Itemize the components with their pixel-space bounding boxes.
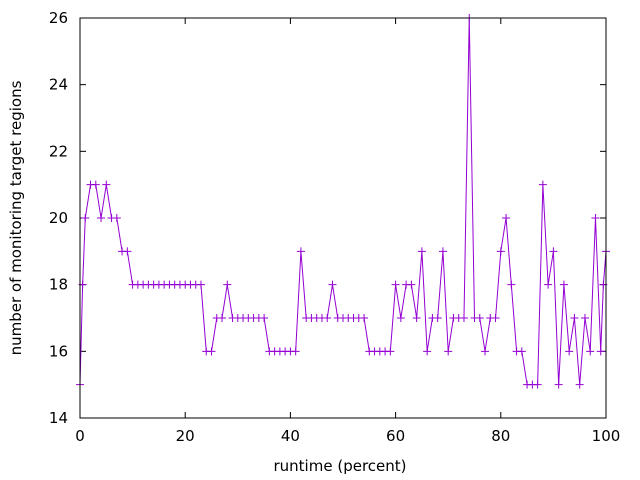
x-axis-label: runtime (percent) bbox=[274, 457, 407, 475]
data-point-marker bbox=[391, 280, 400, 289]
data-point-marker bbox=[533, 380, 542, 389]
data-point-marker bbox=[396, 314, 405, 322]
data-point-marker bbox=[112, 214, 121, 222]
data-point-marker bbox=[97, 214, 106, 222]
data-point-marker bbox=[407, 280, 416, 289]
data-point-marker bbox=[91, 180, 100, 189]
data-point-marker bbox=[102, 180, 111, 189]
plot-frame bbox=[79, 17, 607, 419]
data-point-marker bbox=[433, 314, 442, 322]
data-point-marker bbox=[538, 180, 547, 189]
data-point-marker bbox=[223, 280, 232, 289]
data-point-marker bbox=[207, 347, 216, 356]
x-tick-label: 80 bbox=[491, 427, 510, 445]
y-tick-label: 18 bbox=[49, 276, 68, 294]
x-tick-label: 40 bbox=[281, 427, 300, 445]
data-point-marker bbox=[438, 247, 447, 256]
data-point-marker bbox=[554, 380, 563, 389]
data-point-marker bbox=[491, 314, 500, 322]
y-tick-label: 16 bbox=[49, 342, 68, 360]
data-point-marker bbox=[423, 347, 432, 356]
data-point-marker bbox=[596, 347, 605, 356]
data-point-marker bbox=[544, 280, 553, 289]
y-tick-label: 14 bbox=[49, 409, 68, 427]
data-point-marker bbox=[570, 314, 579, 322]
data-point-marker bbox=[575, 380, 584, 389]
data-point-marker bbox=[323, 314, 332, 322]
data-point-marker bbox=[517, 347, 526, 356]
data-point-marker bbox=[591, 214, 600, 222]
tick-labels: 0 20 40 60 80 100 14 16 18 20 22 24 26 bbox=[49, 9, 620, 445]
data-point-marker bbox=[328, 280, 337, 289]
x-tick-label: 20 bbox=[176, 427, 195, 445]
data-point-marker bbox=[412, 314, 421, 322]
y-tick-label: 26 bbox=[49, 9, 68, 27]
data-point-marker bbox=[496, 247, 505, 256]
y-tick-label: 22 bbox=[49, 142, 68, 160]
data-point-marker bbox=[291, 347, 300, 356]
x-tick-label: 0 bbox=[75, 427, 85, 445]
data-point-marker bbox=[417, 247, 426, 256]
data-point-marker bbox=[580, 314, 589, 322]
data-point-marker bbox=[459, 314, 468, 322]
y-tick-label: 24 bbox=[49, 76, 68, 94]
data-point-marker bbox=[565, 347, 574, 356]
data-point-marker bbox=[549, 247, 558, 256]
data-point-marker bbox=[260, 314, 269, 322]
data-point-marker bbox=[196, 280, 205, 289]
x-tick-label: 100 bbox=[592, 427, 621, 445]
y-axis-label: number of monitoring target regions bbox=[7, 80, 25, 355]
data-point-marker bbox=[360, 314, 369, 322]
data-point-marker bbox=[475, 314, 484, 322]
data-point-marker bbox=[507, 280, 516, 289]
data-point-marker bbox=[81, 214, 90, 222]
data-point-marker bbox=[123, 247, 132, 256]
data-point-marker bbox=[444, 347, 453, 356]
data-point-marker bbox=[586, 347, 595, 356]
data-point-marker bbox=[481, 347, 490, 356]
y-tick-label: 20 bbox=[49, 209, 68, 227]
data-point-marker bbox=[218, 314, 227, 322]
data-point-marker bbox=[559, 280, 568, 289]
data-point-marker bbox=[502, 214, 511, 222]
x-tick-label: 60 bbox=[386, 427, 405, 445]
data-point-marker bbox=[386, 347, 395, 356]
data-point-marker bbox=[296, 247, 305, 256]
